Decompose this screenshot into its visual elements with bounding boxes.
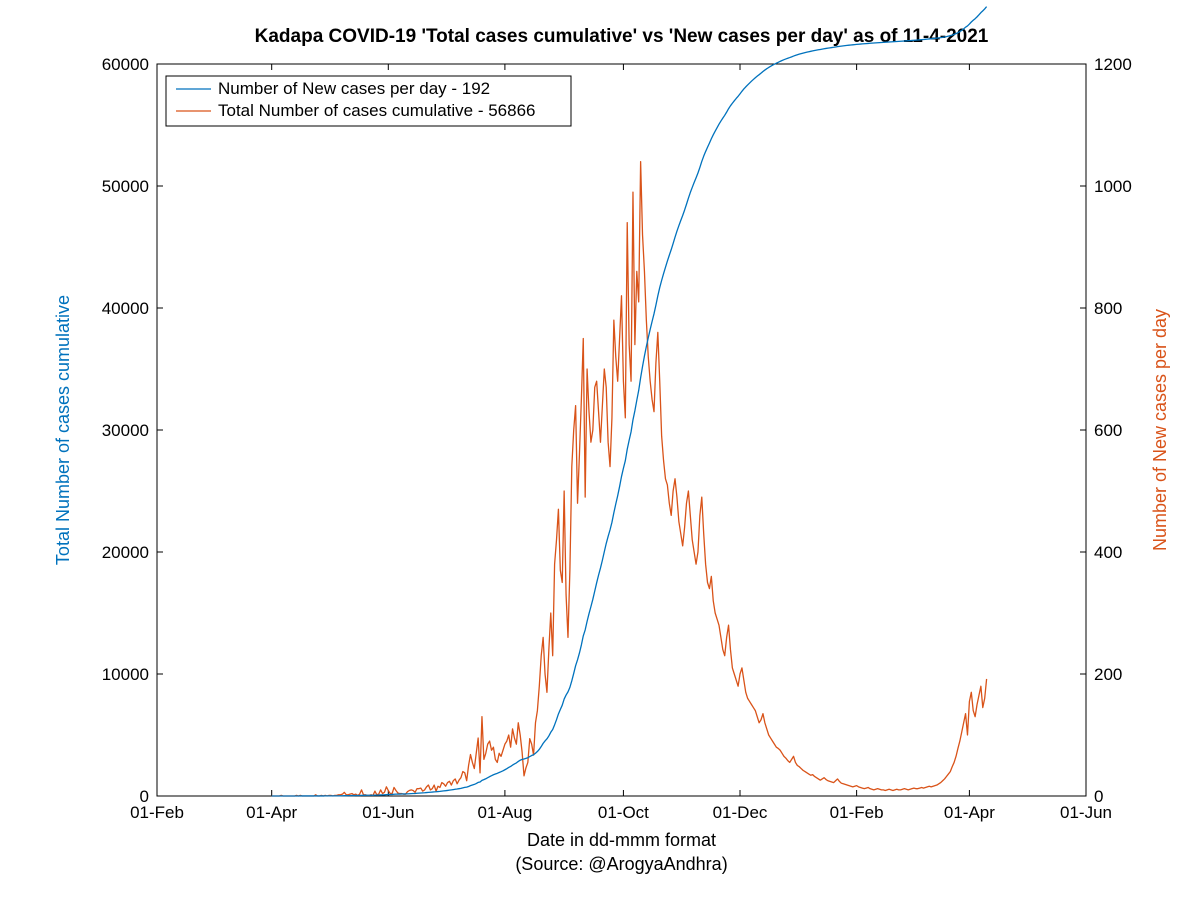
x-axis-label: Date in dd-mmm format xyxy=(527,830,716,850)
source-label: (Source: @ArogyaAndhra) xyxy=(515,854,727,874)
x-tick-label: 01-Feb xyxy=(130,803,184,822)
y-left-tick-label: 20000 xyxy=(102,543,149,562)
y-left-tick-label: 40000 xyxy=(102,299,149,318)
x-tick-label: 01-Feb xyxy=(830,803,884,822)
plot-box xyxy=(157,64,1086,796)
x-tick-label: 01-Jun xyxy=(1060,803,1112,822)
legend-label: Number of New cases per day - 192 xyxy=(218,79,490,98)
chart-svg: 01-Feb 01-Apr 01-Jun 01-Aug 01-Oct 01-Dec 01-F… xyxy=(0,0,1200,898)
y-left-tick-label: 60000 xyxy=(102,55,149,74)
x-tick-label: 01-Aug xyxy=(477,803,532,822)
y-left-tick-label: 10000 xyxy=(102,665,149,684)
y-left-tick-label: 50000 xyxy=(102,177,149,196)
legend-label: Total Number of cases cumulative - 56866 xyxy=(218,101,536,120)
y-right-tick-label: 600 xyxy=(1094,421,1122,440)
x-tick-label: 01-Oct xyxy=(598,803,649,822)
y-right-tick-label: 800 xyxy=(1094,299,1122,318)
y-right-axis-label: Number of New cases per day xyxy=(1150,309,1170,551)
y-left-axis-label: Total Number of cases cumulative xyxy=(53,295,73,565)
y-right-tick-label: 0 xyxy=(1094,787,1103,806)
y-left-tick-label: 0 xyxy=(140,787,149,806)
chart-title: Kadapa COVID-19 'Total cases cumulative'… xyxy=(255,26,989,47)
y-right-tick-label: 1200 xyxy=(1094,55,1132,74)
chart-container: 01-Feb 01-Apr 01-Jun 01-Aug 01-Oct 01-Dec 01-F… xyxy=(0,0,1200,898)
y-right-tick-label: 200 xyxy=(1094,665,1122,684)
x-tick-label: 01-Apr xyxy=(246,803,297,822)
new-cases-line xyxy=(272,162,987,796)
x-tick-label: 01-Jun xyxy=(362,803,414,822)
y-right-tick-label: 400 xyxy=(1094,543,1122,562)
y-left-tick-label: 30000 xyxy=(102,421,149,440)
legend: Number of New cases per day - 192 Total N… xyxy=(166,76,571,126)
x-tick-label: 01-Apr xyxy=(944,803,995,822)
y-right-tick-label: 1000 xyxy=(1094,177,1132,196)
x-tick-label: 01-Dec xyxy=(713,803,768,822)
